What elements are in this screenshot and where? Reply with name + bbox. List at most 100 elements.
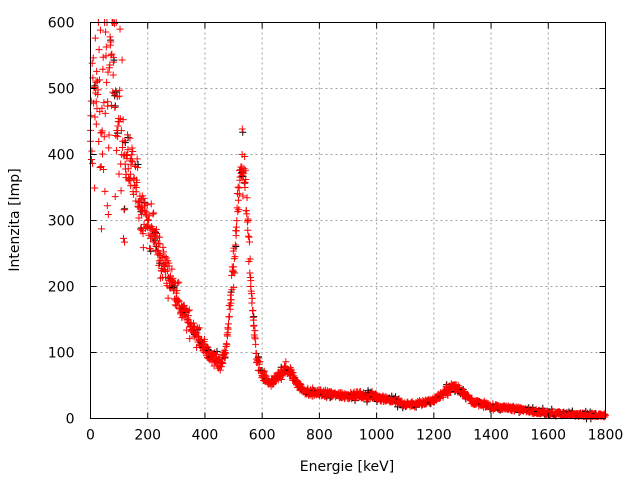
data-point xyxy=(330,391,338,399)
data-point xyxy=(108,50,116,58)
data-point xyxy=(238,125,246,133)
data-point xyxy=(95,138,103,146)
data-point xyxy=(119,116,127,124)
data-point xyxy=(159,243,167,251)
data-point xyxy=(144,217,152,224)
data-point xyxy=(195,324,203,332)
data-point xyxy=(251,327,259,335)
data-point xyxy=(185,306,193,314)
data-point xyxy=(235,184,243,192)
data-point xyxy=(168,265,176,273)
data-point xyxy=(234,183,242,191)
data-point xyxy=(146,245,154,253)
data-point xyxy=(88,59,96,67)
data-point xyxy=(91,184,99,192)
data-point xyxy=(128,151,136,159)
data-point xyxy=(128,144,136,152)
data-point xyxy=(260,367,268,375)
data-point xyxy=(186,335,194,343)
data-point xyxy=(109,58,117,66)
data-point xyxy=(139,230,147,238)
data-point xyxy=(103,202,111,210)
data-point-bg xyxy=(232,242,240,250)
data-point xyxy=(149,210,157,218)
data-point xyxy=(155,257,163,265)
data-point xyxy=(401,400,409,408)
data-point xyxy=(134,164,142,172)
data-point xyxy=(241,184,249,191)
data-point xyxy=(117,187,125,195)
data-point xyxy=(107,38,115,46)
data-point xyxy=(90,84,98,92)
data-point xyxy=(207,352,215,360)
data-point xyxy=(124,165,132,173)
data-point xyxy=(175,297,183,305)
data-point xyxy=(145,216,153,224)
data-point xyxy=(298,385,306,393)
y-tick-label: 300 xyxy=(48,214,75,230)
data-point xyxy=(251,333,259,341)
data-point xyxy=(250,322,258,330)
data-point xyxy=(98,104,106,112)
data-point xyxy=(226,305,234,313)
data-point xyxy=(195,335,203,343)
data-point xyxy=(252,355,260,363)
data-point xyxy=(149,230,157,238)
data-point xyxy=(143,201,151,209)
data-point xyxy=(106,61,114,69)
data-point xyxy=(139,244,147,252)
data-point xyxy=(101,187,109,195)
data-point xyxy=(93,67,101,75)
data-point xyxy=(184,316,192,323)
data-point-bg xyxy=(121,205,129,213)
data-point xyxy=(248,290,256,298)
data-point xyxy=(293,378,300,386)
data-point xyxy=(148,223,156,231)
data-point xyxy=(243,210,251,218)
data-point xyxy=(221,349,229,356)
data-point xyxy=(156,240,164,248)
data-point xyxy=(304,388,312,396)
x-tick-label: 600 xyxy=(249,428,276,444)
data-point xyxy=(235,206,243,214)
data-point xyxy=(95,76,103,84)
data-point xyxy=(88,147,96,155)
data-point xyxy=(441,388,449,396)
data-point xyxy=(252,340,260,348)
x-tick-label: 0 xyxy=(86,428,95,444)
data-point xyxy=(120,238,128,246)
data-point xyxy=(174,297,182,305)
data-point xyxy=(387,396,395,404)
data-point xyxy=(458,388,466,396)
data-point xyxy=(234,196,242,204)
data-point xyxy=(231,253,239,261)
data-point xyxy=(102,43,110,51)
data-point xyxy=(487,403,495,411)
data-point xyxy=(231,241,239,249)
data-point xyxy=(254,354,262,362)
x-axis-label: Energie [keV] xyxy=(300,459,394,475)
data-point xyxy=(282,358,290,366)
data-point xyxy=(287,368,295,376)
data-point xyxy=(109,71,117,79)
data-point xyxy=(111,103,119,111)
data-point xyxy=(170,285,178,293)
data-point xyxy=(98,127,106,135)
data-point xyxy=(103,78,111,86)
x-tick-label: 1800 xyxy=(588,428,624,444)
data-point xyxy=(373,393,381,401)
data-point xyxy=(233,189,241,197)
data-point xyxy=(229,247,237,255)
data-point xyxy=(133,178,141,186)
data-point xyxy=(244,232,252,240)
data-point xyxy=(120,206,128,214)
data-point xyxy=(161,253,169,261)
data-point xyxy=(138,203,146,211)
data-point xyxy=(112,87,120,95)
data-point xyxy=(104,210,112,218)
data-point xyxy=(100,99,108,107)
data-point xyxy=(105,144,113,152)
data-point xyxy=(133,155,141,163)
data-point xyxy=(102,28,110,36)
data-point xyxy=(145,231,153,239)
